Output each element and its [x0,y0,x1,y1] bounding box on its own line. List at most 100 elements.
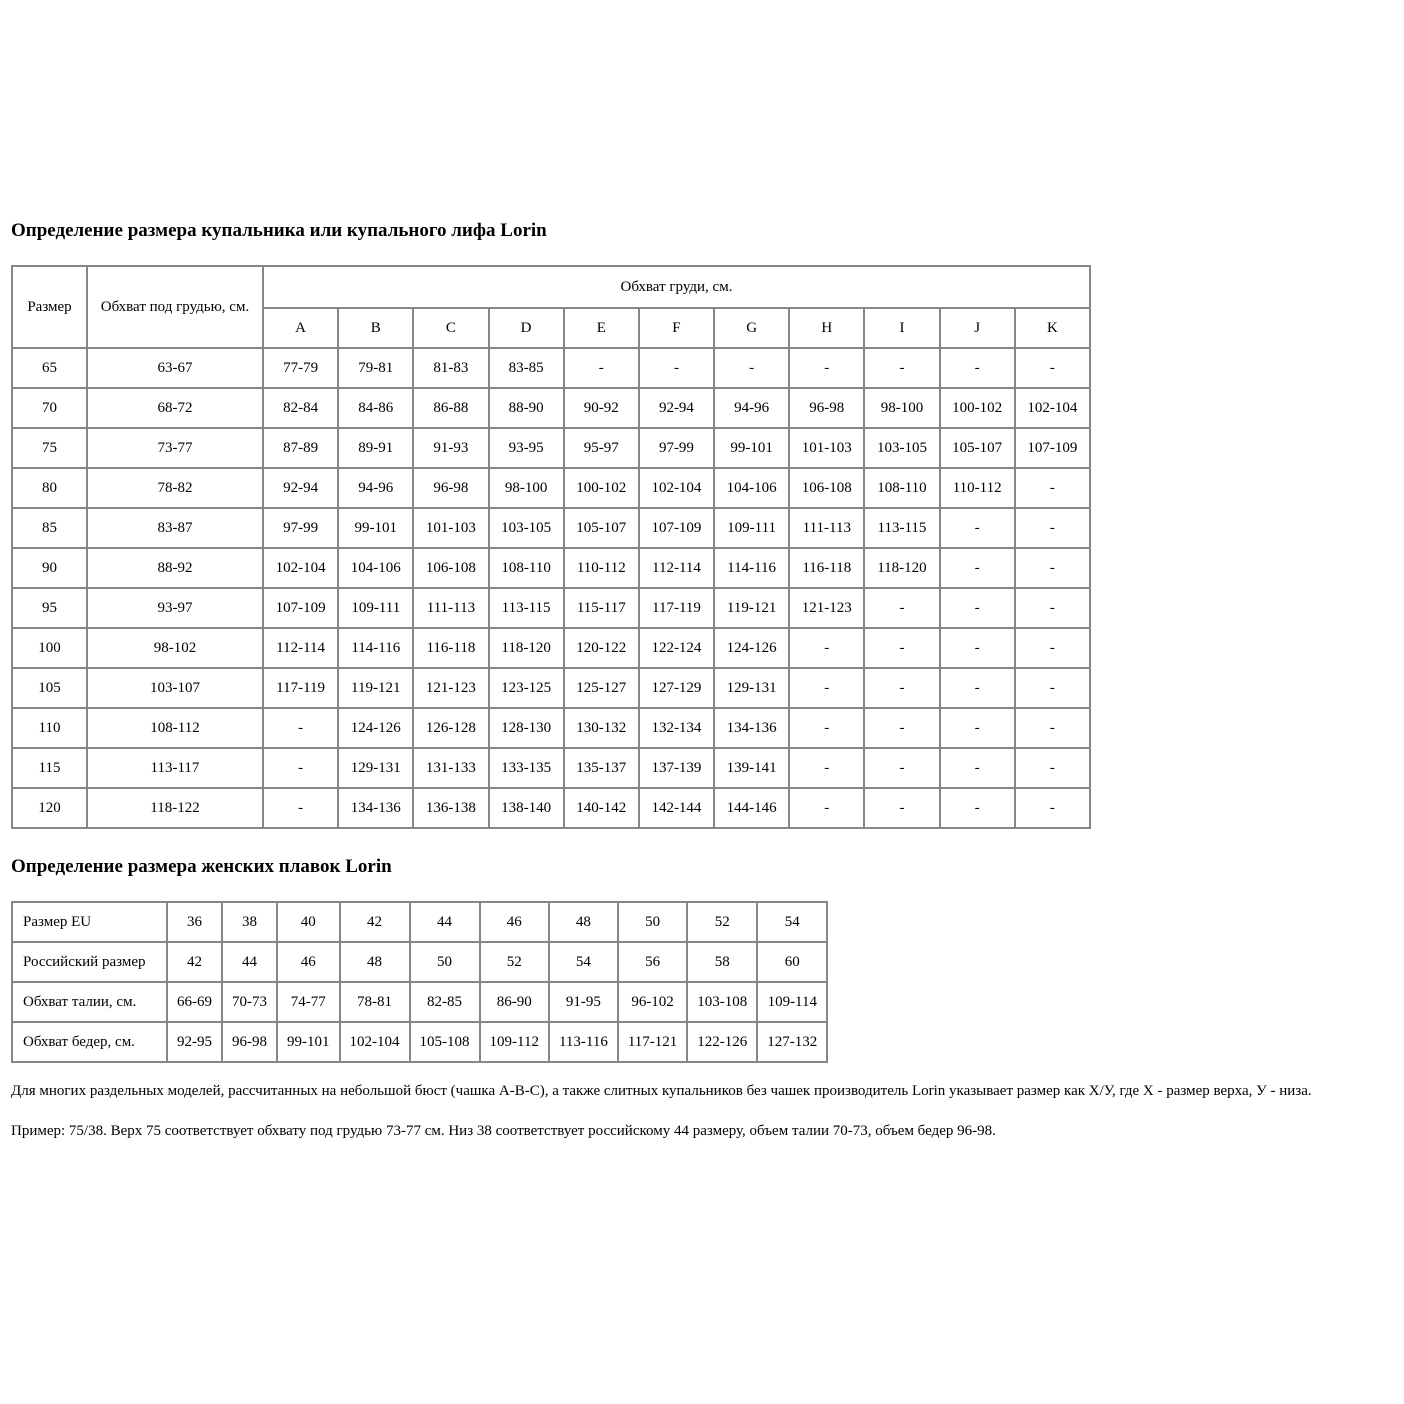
bust-range-cell: 83-85 [487,347,565,389]
bra-size-row: 95 93-97 107-109 109-111 111-113 113-115 115-1… [11,587,1092,629]
bust-range-cell: 98-100 [487,467,565,509]
bust-range-cell: - [863,707,941,749]
bust-range-cell: 119-121 [337,667,415,709]
bust-range-cell: 108-110 [487,547,565,589]
bra-size-row: 65 63-67 77-79 79-81 81-83 83-85- - - - - - - [11,347,1092,389]
bust-range-cell: 105-107 [562,507,640,549]
bra-size-row: 80 78-82 92-94 94-96 96-98 98-100 100-102 102-1… [11,467,1092,509]
cup-column-header: E [562,307,640,349]
briefs-value-cell: 54 [547,941,619,983]
briefs-table-title: Определение размера женских плавок Lorin [11,856,392,877]
bust-range-cell: 111-113 [788,507,866,549]
bust-range-cell: 114-116 [713,547,791,589]
briefs-value-cell: 122-126 [686,1021,759,1063]
bust-range-cell: 118-120 [487,627,565,669]
bust-range-cell: - [938,707,1016,749]
briefs-value-cell: 74-77 [276,981,341,1023]
briefs-value-cell: 48 [338,941,411,983]
briefs-size-row: Российский размер 42 44 46 48 50 52 54 56 58 60 [11,941,829,983]
bust-range-cell: 129-131 [337,747,415,789]
bust-range-cell: - [1013,467,1092,509]
cup-column-header: I [863,307,941,349]
bra-table-header-row-1: Размер Обхват под грудью, см. Обхват гру… [11,265,1091,349]
underbust-value-cell: 88-92 [86,547,264,589]
briefs-value-cell: 56 [616,941,689,983]
cup-column-header: C [412,307,490,349]
bust-range-cell: - [261,747,340,789]
underbust-value-cell: 103-107 [86,667,264,709]
bust-range-cell: 107-109 [261,587,340,629]
bust-range-cell: - [562,347,640,389]
briefs-value-cell: 58 [686,941,759,983]
bust-range-cell: - [788,347,866,389]
bust-range-cell: 137-139 [637,747,716,789]
bust-range-cell: 87-89 [261,427,340,469]
bust-range-cell: - [863,587,941,629]
bust-range-cell: 110-112 [562,547,640,589]
bust-range-cell: 81-83 [412,347,490,389]
bust-range-cell: 108-110 [863,467,941,509]
size-value-cell: 105 [11,667,88,709]
bust-range-cell: - [788,747,866,789]
size-chart-page: Определение размера купальника или купал… [11,220,1312,1139]
briefs-value-cell: 78-81 [338,981,411,1023]
bust-range-cell: 142-144 [637,787,716,829]
briefs-value-cell: 96-98 [221,1021,278,1063]
bust-range-cell: - [863,347,941,389]
row-label-cell: Обхват талии, см. [11,981,168,1023]
bust-range-cell: 107-109 [637,507,716,549]
row-label-cell: Обхват бедер, см. [11,1021,168,1063]
bust-range-cell: - [1013,787,1092,829]
bust-range-cell: 115-117 [562,587,640,629]
underbust-value-cell: 78-82 [86,467,264,509]
briefs-value-cell: 38 [221,901,278,943]
briefs-size-table-body: Размер EU 36 38 40 42 44 46 48 50 52 54 Российский … [11,901,829,1063]
briefs-value-cell: 92-95 [166,1021,223,1063]
briefs-value-cell: 109-114 [756,981,829,1023]
bust-range-cell: 112-114 [261,627,340,669]
bust-range-cell: 104-106 [337,547,415,589]
bust-range-cell: 99-101 [713,427,791,469]
underbust-value-cell: 83-87 [86,507,264,549]
briefs-value-cell: 109-112 [478,1021,550,1063]
size-value-cell: 115 [11,747,88,789]
bust-range-cell: 121-123 [788,587,866,629]
briefs-value-cell: 42 [338,901,411,943]
bra-table-title: Определение размера купальника или купал… [11,220,547,241]
cup-column-header: B [337,307,415,349]
bust-range-cell: 133-135 [487,747,565,789]
bust-range-cell: 116-118 [412,627,490,669]
briefs-value-cell: 70-73 [221,981,278,1023]
bust-range-cell: 90-92 [562,387,640,429]
bust-range-cell: - [863,787,941,829]
bust-range-cell: 101-103 [788,427,866,469]
bust-range-cell: 77-79 [261,347,340,389]
underbust-value-cell: 98-102 [86,627,264,669]
size-value-cell: 100 [11,627,88,669]
bust-range-cell: 136-138 [412,787,490,829]
bust-range-cell: 132-134 [637,707,716,749]
bust-range-cell: 84-86 [337,387,415,429]
bust-range-cell: 138-140 [487,787,565,829]
bust-range-cell: - [863,667,941,709]
row-label-cell: Размер EU [11,901,168,943]
bust-range-cell: - [1013,667,1092,709]
briefs-size-row: Обхват талии, см. 66-69 70-73 74-77 78-81 82-… [11,981,829,1023]
bust-range-cell: 124-126 [713,627,791,669]
briefs-value-cell: 46 [276,941,341,983]
bust-range-cell: - [938,507,1016,549]
bust-range-cell: 144-146 [713,787,791,829]
bra-size-table: Размер Обхват под грудью, см. Обхват гру… [11,265,1092,829]
briefs-value-cell: 44 [408,901,481,943]
briefs-value-cell: 105-108 [408,1021,481,1063]
bust-range-cell: 111-113 [412,587,490,629]
bust-range-cell: 134-136 [713,707,791,749]
bust-range-cell: - [788,627,866,669]
underbust-value-cell: 73-77 [86,427,264,469]
bust-range-cell: 126-128 [412,707,490,749]
size-value-cell: 110 [11,707,88,749]
cup-column-header: K [1013,307,1092,349]
briefs-value-cell: 36 [166,901,223,943]
bust-range-cell: - [938,787,1016,829]
bust-range-cell: - [1013,587,1092,629]
